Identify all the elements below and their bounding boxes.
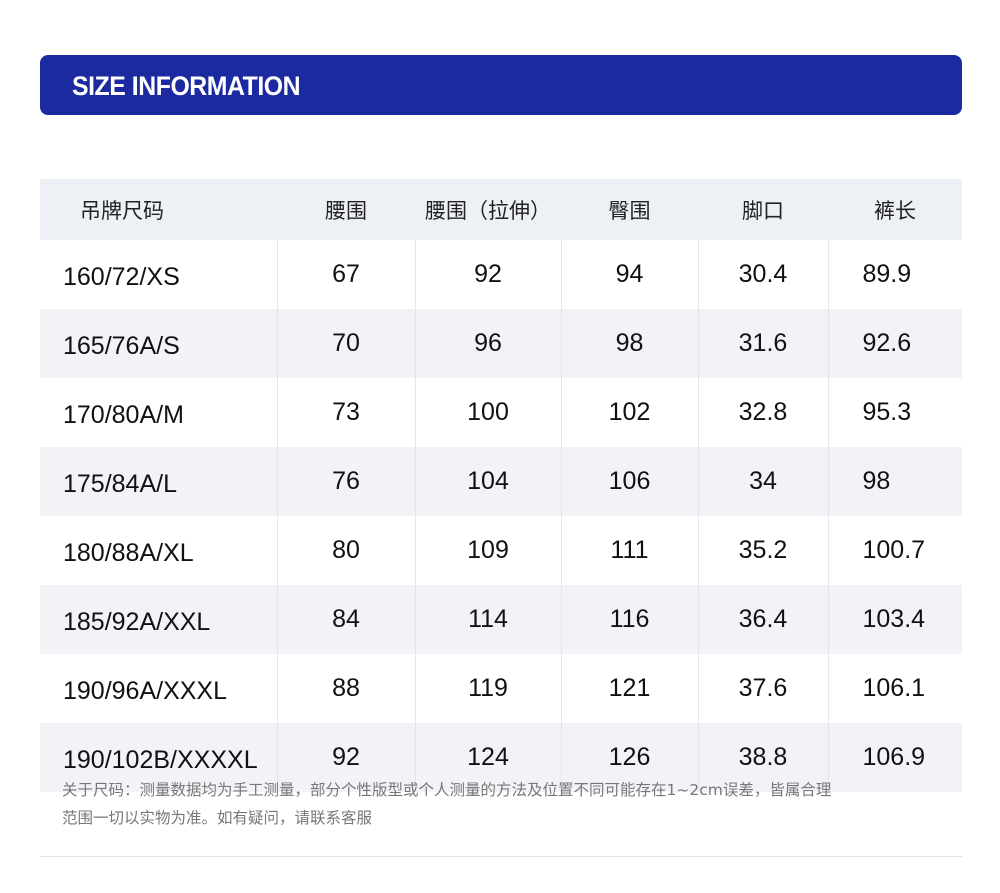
cell-leg-opening: 35.2 (697, 516, 828, 585)
cell-hip: 126 (560, 723, 698, 792)
cell-tag-size: 175/84A/L (40, 447, 277, 516)
cell-tag-size: 180/88A/XL (63, 539, 194, 567)
cell-hip: 102 (560, 378, 698, 447)
table-header-row: 吊牌尺码 腰围 腰围（拉伸） 臀围 脚口 裤长 (40, 179, 962, 240)
cell-leg-opening: 38.8 (697, 723, 828, 792)
table-row: 160/72/XS 67 92 94 30.4 89.9 (40, 240, 962, 309)
cell-waist-stretched: 100 (414, 378, 561, 447)
cell-waist: 67 (276, 240, 415, 309)
size-table: 吊牌尺码 腰围 腰围（拉伸） 臀围 脚口 裤长 160/72/XS 67 92 … (40, 179, 962, 792)
bottom-divider (40, 856, 962, 857)
cell-pants-length: 98 (827, 447, 962, 516)
table-row: 190/102B/XXXXL 92 124 126 38.8 106.9 (40, 723, 962, 792)
header-leg-opening: 脚口 (698, 179, 828, 240)
cell-tag-size: 170/80A/M (63, 401, 184, 429)
cell-pants-length: 92.6 (827, 309, 962, 378)
cell-waist-stretched: 109 (414, 516, 561, 585)
table-row: 185/92A/XXL 84 114 116 36.4 103.4 (40, 585, 962, 654)
cell-pants-length: 100.7 (827, 516, 962, 585)
cell-hip: 98 (560, 309, 698, 378)
cell-waist: 92 (276, 723, 415, 792)
cell-pants-length: 106.1 (827, 654, 962, 723)
cell-tag-size: 185/92A/XXL (40, 585, 277, 654)
cell-waist: 70 (276, 309, 415, 378)
cell-hip: 94 (560, 240, 698, 309)
cell-hip: 111 (560, 516, 698, 585)
cell-leg-opening: 36.4 (697, 585, 828, 654)
note-line-1: 关于尺码：测量数据均为手工测量，部分个性版型或个人测量的方法及位置不同可能存在1… (62, 781, 832, 799)
note-line-2: 范围一切以实物为准。如有疑问，请联系客服 (62, 809, 373, 827)
cell-waist-stretched: 104 (414, 447, 561, 516)
cell-tag-size: 160/72/XS (63, 263, 180, 291)
cell-hip: 116 (560, 585, 698, 654)
table-row: 170/80A/M 73 100 102 32.8 95.3 (40, 378, 962, 447)
cell-pants-length: 95.3 (827, 378, 962, 447)
header-pants-length: 裤长 (828, 179, 962, 240)
cell-waist-stretched: 96 (414, 309, 561, 378)
header-waist: 腰围 (277, 179, 415, 240)
size-information-banner: SIZE INFORMATION (40, 55, 962, 115)
table-row: 165/76A/S 70 96 98 31.6 92.6 (40, 309, 962, 378)
cell-waist: 80 (276, 516, 415, 585)
cell-pants-length: 106.9 (827, 723, 962, 792)
cell-waist-stretched: 114 (414, 585, 561, 654)
table-row: 180/88A/XL 80 109 111 35.2 100.7 (40, 516, 962, 585)
cell-waist-stretched: 119 (414, 654, 561, 723)
cell-leg-opening: 32.8 (697, 378, 828, 447)
header-hip: 臀围 (561, 179, 698, 240)
header-waist-stretched: 腰围（拉伸） (415, 179, 561, 240)
cell-waist: 73 (276, 378, 415, 447)
cell-tag-size: 190/96A/XXXL (63, 677, 228, 705)
cell-leg-opening: 37.6 (697, 654, 828, 723)
cell-waist: 88 (276, 654, 415, 723)
table-row: 175/84A/L 76 104 106 34 98 (40, 447, 962, 516)
cell-waist: 76 (276, 447, 415, 516)
cell-tag-size: 165/76A/S (40, 309, 277, 378)
table-row: 190/96A/XXXL 88 119 121 37.6 106.1 (40, 654, 962, 723)
cell-hip: 106 (560, 447, 698, 516)
cell-waist-stretched: 92 (414, 240, 561, 309)
cell-waist: 84 (276, 585, 415, 654)
header-tag-size: 吊牌尺码 (40, 179, 277, 240)
cell-waist-stretched: 124 (414, 723, 561, 792)
cell-leg-opening: 31.6 (697, 309, 828, 378)
banner-title: SIZE INFORMATION (72, 71, 301, 101)
size-note: 关于尺码：测量数据均为手工测量，部分个性版型或个人测量的方法及位置不同可能存在1… (62, 776, 962, 832)
cell-pants-length: 89.9 (827, 240, 962, 309)
cell-leg-opening: 34 (697, 447, 828, 516)
cell-pants-length: 103.4 (827, 585, 962, 654)
cell-hip: 121 (560, 654, 698, 723)
cell-tag-size: 190/102B/XXXXL (40, 723, 277, 792)
cell-leg-opening: 30.4 (697, 240, 828, 309)
